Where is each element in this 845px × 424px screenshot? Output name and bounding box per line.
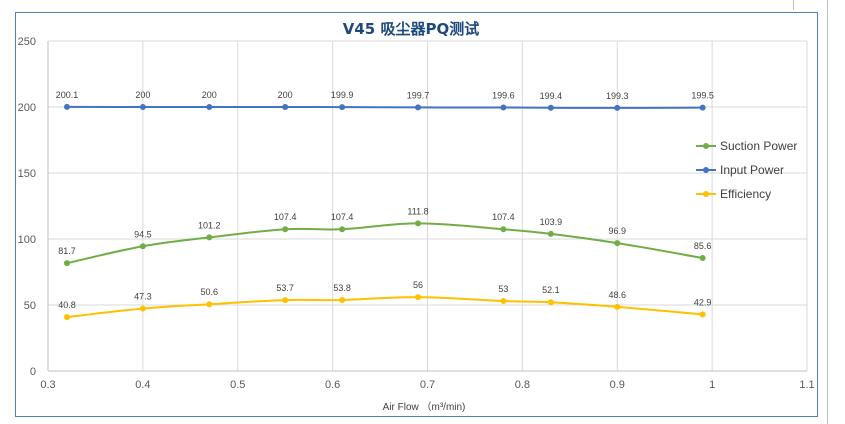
suction-power-point [139,243,146,250]
y-tick-label: 50 [24,300,36,312]
legend-item-input-power: Input Power [696,163,784,177]
y-tick-label: 0 [30,366,36,378]
input-power-data-label: 199.4 [540,91,563,101]
suction-power-data-label: 96.9 [608,226,626,236]
suction-power-point [206,234,213,241]
legend-label: Efficiency [720,187,771,201]
suction-power-line [66,222,703,265]
x-tick-label: 1 [709,379,715,391]
input-power-point [614,104,621,111]
input-power-point [547,104,554,111]
input-power-point [500,104,507,111]
input-power-point [139,104,146,110]
efficiency-point [415,294,422,301]
legend-swatch-marker [703,143,709,149]
x-tick-label: 0.3 [40,379,55,391]
input-power-data-label: 199.7 [407,90,430,100]
suction-power-point [547,230,554,237]
efficiency-data-label: 53.7 [276,283,294,293]
legend-item-suction-power: Suction Power [696,139,797,153]
suction-power-point [282,226,289,233]
y-tick-label: 250 [18,36,36,48]
suction-power-data-label: 85.6 [694,241,712,251]
efficiency-data-label: 56 [413,280,423,290]
chart-area [15,12,818,417]
suction-power-point [500,226,507,233]
efficiency-point [206,301,213,308]
efficiency-data-label: 50.6 [201,287,219,297]
suction-power-point [339,226,346,233]
suction-power-data-label: 103.9 [540,217,563,227]
data-labels: 200.1 200 200 200 199.9 199.7 199.6 199.4 199.3 1… [56,90,714,310]
legend-item-efficiency: Efficiency [696,187,771,201]
efficiency-data-label: 42.9 [694,297,712,307]
suction-power-data-label: 107.4 [492,212,515,222]
legend: Suction Power Input Power Efficiency [696,139,797,201]
input-power-point [63,103,70,110]
x-tick-label: 0.5 [230,379,245,391]
input-power-data-label: 200 [135,90,150,100]
efficiency-data-label: 48.6 [608,290,626,300]
x-tick-label: 0.7 [420,379,435,391]
suction-power-data-label: 107.4 [331,212,354,222]
input-power-point [415,104,422,111]
efficiency-point [614,303,621,310]
suction-power-point [699,255,706,262]
input-power-data-label: 200 [278,90,293,100]
efficiency-line [66,296,703,319]
input-power-data-label: 199.5 [691,91,714,101]
side-divider [827,0,828,424]
input-power-line [66,105,703,109]
y-tick-label: 150 [18,168,36,180]
suction-power-data-label: 94.5 [134,229,152,239]
x-tick-label: 0.9 [610,379,625,391]
suction-power-point [614,240,621,247]
legend-label: Suction Power [720,139,797,153]
suction-power-data-label: 101.2 [198,220,221,230]
legend-swatch-marker [703,191,709,197]
legend-label: Input Power [720,163,784,177]
x-tick-label: 1.1 [799,379,814,391]
efficiency-point [339,296,346,303]
suction-power-point [63,260,70,267]
top-divider [793,0,794,10]
efficiency-point [699,311,706,318]
input-power-data-label: 199.9 [331,90,354,100]
input-power-point [339,104,346,111]
y-tick-label: 200 [18,102,36,114]
x-tick-label: 0.4 [135,379,150,391]
efficiency-data-label: 52.1 [542,285,560,295]
axes: 0 50 100 150 200 250 0.3 0.4 0.5 0.6 0.7 0.8 0.9 1 1.1 [18,36,815,391]
input-power-data-label: 200.1 [56,90,79,100]
input-power-data-label: 200 [202,90,217,100]
efficiency-data-label: 53.8 [333,283,351,293]
efficiency-data-label: 40.8 [58,300,76,310]
series-layer [63,103,706,321]
x-axis-title: Air Flow （m³/min) [383,401,466,413]
chart-title: V45 吸尘器PQ测试 [343,20,479,38]
efficiency-point [63,314,70,321]
suction-power-data-label: 81.7 [58,246,76,256]
x-tick-label: 0.6 [325,379,340,391]
y-tick-label: 100 [18,234,36,246]
legend-swatch-marker [703,167,709,173]
efficiency-point [139,305,146,312]
efficiency-point [282,297,289,304]
suction-power-data-label: 111.8 [407,206,428,216]
input-power-data-label: 199.6 [492,91,515,101]
input-power-data-label: 199.3 [606,91,629,101]
input-power-point [206,104,213,110]
x-tick-label: 0.8 [515,379,530,391]
suction-power-data-label: 107.4 [274,212,297,222]
efficiency-point [500,298,507,305]
input-power-point [699,104,706,111]
efficiency-data-label: 53 [498,284,508,294]
suction-power-point [415,220,422,227]
efficiency-data-label: 47.3 [134,292,152,302]
efficiency-point [547,299,554,306]
input-power-point [282,104,289,110]
